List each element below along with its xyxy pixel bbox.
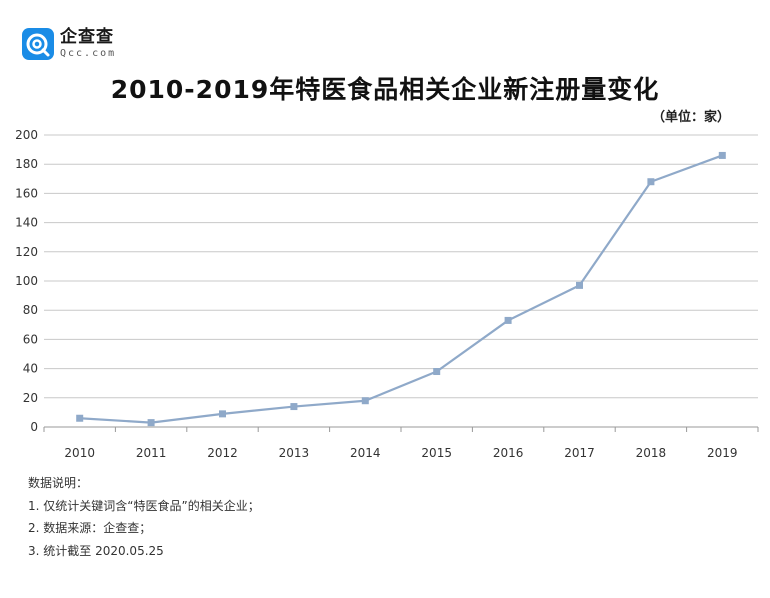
notes-item: 1. 仅统计关键词含“特医食品”的相关企业；: [28, 498, 260, 513]
chart-title: 2010-2019年特医食品相关企业新注册量变化: [110, 75, 660, 104]
qcc-logo-icon: [22, 28, 54, 60]
y-tick-label: 0: [30, 420, 38, 434]
x-tick-label: 2014: [350, 446, 381, 460]
brand-logo: 企查查 Qcc.com: [22, 28, 116, 60]
data-point: [504, 316, 512, 324]
x-tick-label: 2018: [636, 446, 667, 460]
data-point: [219, 410, 226, 418]
y-tick-label: 140: [15, 216, 38, 230]
x-tick-label: 2016: [493, 446, 524, 460]
data-point: [76, 414, 84, 422]
data-point: [290, 403, 298, 411]
data-point: [433, 368, 441, 376]
x-tick-label: 2017: [564, 446, 595, 460]
y-tick-label: 20: [23, 391, 38, 405]
unit-label: （单位：家）: [651, 110, 730, 125]
data-point: [647, 178, 655, 186]
brand-name: 企查查: [60, 27, 114, 47]
y-tick-label: 80: [23, 303, 38, 317]
data-point: [718, 151, 726, 159]
notes-item: 3. 统计截至 2020.05.25: [28, 543, 164, 558]
x-tick-label: 2011: [136, 446, 167, 460]
notes-heading: 数据说明：: [28, 476, 89, 490]
y-tick-label: 120: [15, 245, 38, 259]
brand-domain: Qcc.com: [60, 48, 117, 59]
data-point: [576, 281, 583, 289]
x-tick-label: 2015: [421, 446, 452, 460]
y-tick-label: 40: [23, 362, 38, 376]
x-tick-label: 2019: [707, 446, 738, 460]
series-line: [79, 154, 723, 424]
x-tick-label: 2012: [207, 446, 238, 460]
notes-item: 2. 数据来源：企查查；: [28, 521, 152, 535]
y-tick-label: 160: [15, 186, 38, 200]
x-tick-label: 2013: [279, 446, 310, 460]
data-point: [361, 397, 369, 405]
y-tick-label: 100: [15, 274, 38, 288]
y-tick-label: 200: [15, 128, 38, 142]
x-tick-label: 2010: [64, 446, 95, 460]
y-tick-label: 60: [23, 332, 38, 346]
data-point: [147, 419, 155, 427]
data-notes: 数据说明： 1. 仅统计关键词含“特医食品”的相关企业； 2. 数据来源：企查查…: [28, 472, 260, 562]
line-chart: 0 20 40 60 80 100 120 140 160 180 200 2010 2011 2012 2…: [15, 128, 759, 460]
y-tick-label: 180: [15, 157, 38, 171]
